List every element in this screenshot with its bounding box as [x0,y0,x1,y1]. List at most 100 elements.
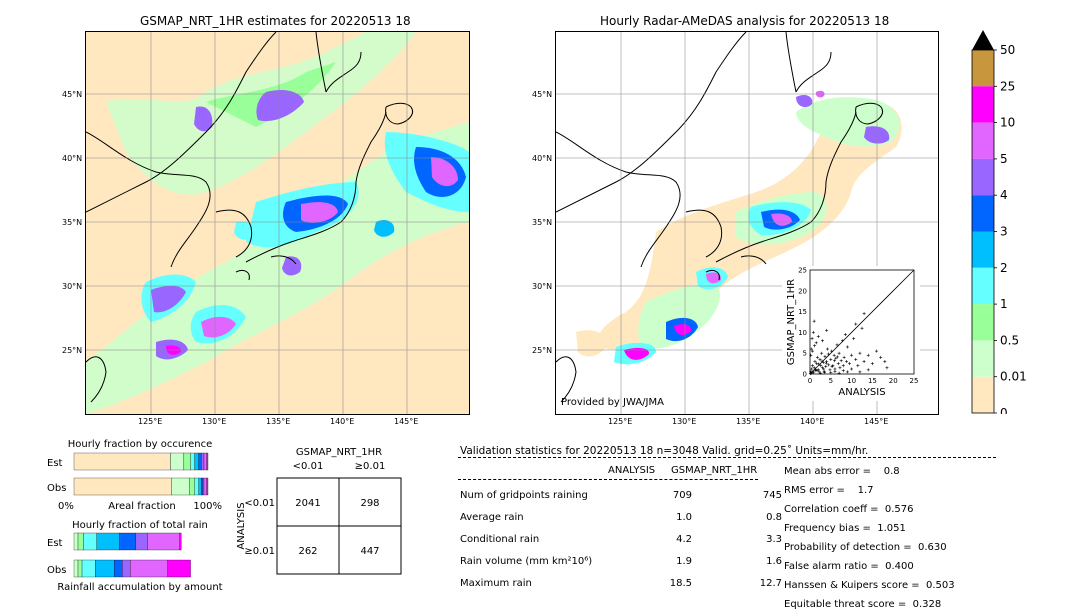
score-item: Probability of detection = 0.630 [784,542,947,553]
scatter-y-tick: 25 [798,267,807,275]
left-lat-label: 30°N [62,282,83,291]
colorbar-label: 1 [1000,297,1008,311]
occurence-segment [194,452,199,471]
occurence-x-label: Areal fraction [108,501,175,512]
contingency-cell: 2041 [295,498,320,509]
occurence-segment [206,477,209,496]
scatter-point [885,366,889,370]
scatter-y-tick: 15 [798,308,807,316]
stats-row: Num of gridpoints raining 709 745 [460,484,788,506]
scatter-point [840,339,844,343]
scatter-point [843,332,847,336]
scatter-point [815,368,819,372]
scatter-plot: 0 5 10 15 20 25 0 5 10 15 20 25 ANALYSIS GSMAP_NRT_1H… [786,267,919,399]
total-segment [114,559,123,578]
right-lon-label: 140°E [800,417,825,426]
colorbar-label: 0 [1000,406,1008,414]
contingency-col-header: <0.01 [293,461,324,472]
right-lon-label: 135°E [736,417,761,426]
colorbar-label: 25 [1000,79,1015,93]
right-rain-field [576,90,902,365]
occurence-segment [201,477,203,496]
occurence-segment [198,452,202,471]
scatter-point [824,365,828,369]
occurence-segment [171,477,190,496]
right-lat-label: 35°N [532,218,553,227]
fraction-canvas: Hourly fraction by occurence Est Obs 0% 100%… [47,439,223,593]
scatter-point [819,364,823,368]
stats-gsmap-value: 1.6 [766,555,782,567]
stats-label: Conditional rain [460,533,540,545]
stats-analysis-value: 1.0 [676,511,692,523]
colorbar-label: 4 [1000,188,1008,202]
colorbar-segment [972,267,994,305]
contingency-cell: 447 [360,546,379,557]
scatter-point [811,370,815,374]
scatter-point [850,367,854,371]
scatter-point [835,355,839,359]
total-segment [83,532,97,551]
scatter-point [809,353,813,357]
scatter-x-tick: 15 [868,377,877,385]
total-row-label: Est [47,538,63,549]
colorbar-label: 3 [1000,225,1008,239]
occurence-segment [203,452,207,471]
colorbar-extend-arrow [972,30,994,50]
total-segment [81,559,96,578]
scatter-x-tick: 25 [910,377,919,385]
contingency-row-axis-label: ANALYSIS [236,502,247,549]
total-segment [122,559,131,578]
colorbar-segment [972,376,994,413]
colorbar: 50 25 10 5 4 3 2 1 0.5 0.01 0 [970,30,1030,420]
scatter-point [833,370,837,374]
scatter-point [858,370,862,374]
scatter-point [810,349,814,353]
total-bar [73,559,191,578]
stats-row: Maximum rain 18.5 12.7 [460,572,788,594]
scatter-point [818,371,822,375]
right-lat-label: 40°N [532,154,553,163]
total-bar [73,532,182,551]
stats-gsmap-value: 12.7 [759,577,782,589]
scatter-point [854,322,858,326]
left-lon-label: 130°E [202,417,227,426]
occurence-segment [183,452,191,471]
scatter-point [834,356,838,360]
scatter-point [828,368,832,372]
col-header-gsmap: GSMAP_NRT_1HR [671,465,758,476]
occurence-segment [198,477,202,496]
colorbar-segment [972,195,994,232]
left-coastlines [86,32,413,403]
table-divider [458,479,758,480]
left-lat-label: 40°N [62,154,83,163]
scatter-point [858,351,862,355]
colorbar-segment [972,231,994,268]
scatter-point [812,319,816,323]
total-x-label: Rainfall accumulation by amount [57,582,222,593]
contingency-col-header: ≥0.01 [355,461,386,472]
scatter-point [812,366,816,370]
occurence-segment [190,452,195,471]
scatter-point [825,347,829,351]
left-lon-label: 135°E [266,417,291,426]
contingency-title: GSMAP_NRT_1HR [296,447,382,458]
scatter-point [866,368,870,372]
stats-analysis-value: 1.9 [676,555,692,567]
scatter-point [814,341,818,345]
contingency-canvas: GSMAP_NRT_1HR <0.01 ≥0.01 2041 298 262 447 <0.0… [236,447,402,575]
stats-label: Num of gridpoints raining [460,489,588,501]
occurence-segment [170,452,185,471]
left-map [85,31,470,415]
stats-label: Maximum rain [460,577,532,589]
scatter-inset: 0 5 10 15 20 25 0 5 10 15 20 25 ANALYSIS GSMAP_NRT_1H… [782,266,920,401]
left-lat-label: 35°N [62,218,83,227]
scatter-point [818,357,822,361]
scatter-point [845,360,849,364]
scatter-x-tick: 0 [808,377,812,385]
scatter-diagonal [809,269,915,375]
left-lon-label: 125°E [138,417,163,426]
occurence-x-tick: 100% [193,501,222,512]
scatter-point [813,344,817,348]
score-item: Equitable threat score = 0.328 [784,599,942,610]
scatter-point [813,360,817,364]
